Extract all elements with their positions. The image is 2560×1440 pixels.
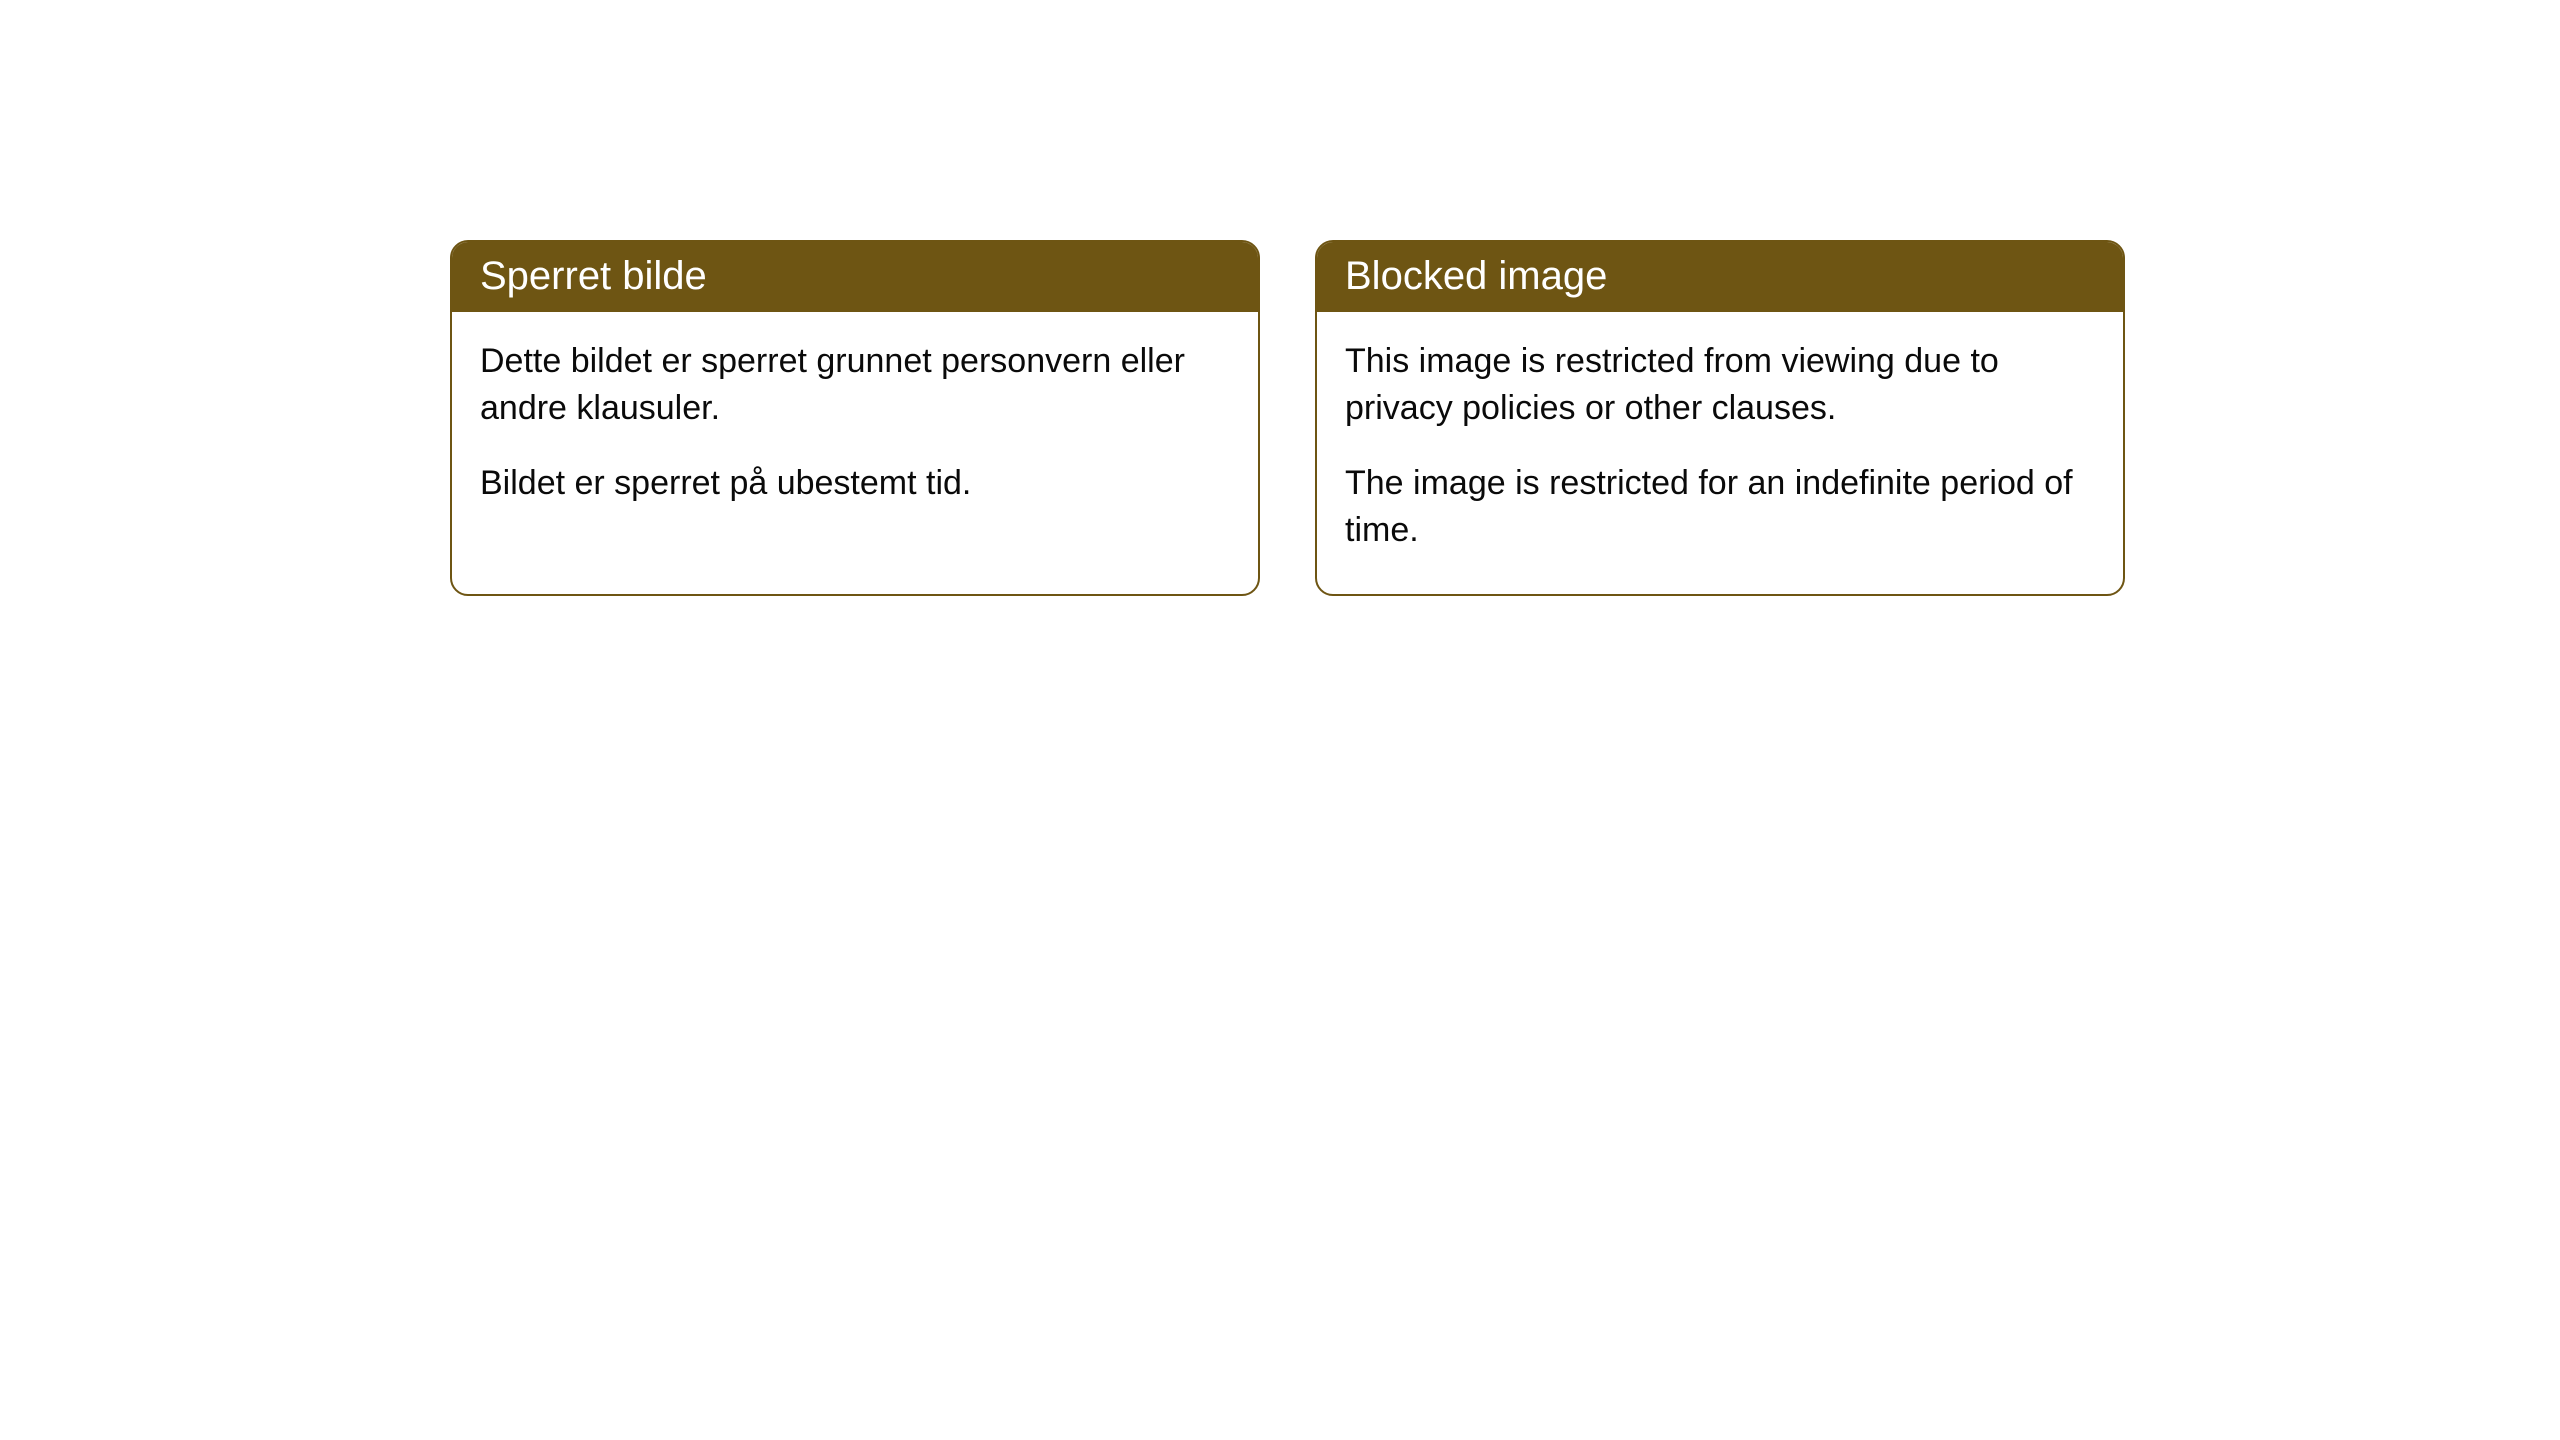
card-body-no: Dette bildet er sperret grunnet personve… xyxy=(452,312,1258,547)
card-paragraph1-en: This image is restricted from viewing du… xyxy=(1345,338,2095,432)
blocked-image-card-no: Sperret bilde Dette bildet er sperret gr… xyxy=(450,240,1260,596)
blocked-image-card-en: Blocked image This image is restricted f… xyxy=(1315,240,2125,596)
card-header-no: Sperret bilde xyxy=(452,242,1258,312)
card-header-en: Blocked image xyxy=(1317,242,2123,312)
card-paragraph1-no: Dette bildet er sperret grunnet personve… xyxy=(480,338,1230,432)
card-body-en: This image is restricted from viewing du… xyxy=(1317,312,2123,594)
card-paragraph2-en: The image is restricted for an indefinit… xyxy=(1345,460,2095,554)
card-paragraph2-no: Bildet er sperret på ubestemt tid. xyxy=(480,460,1230,507)
cards-container: Sperret bilde Dette bildet er sperret gr… xyxy=(0,0,2560,596)
